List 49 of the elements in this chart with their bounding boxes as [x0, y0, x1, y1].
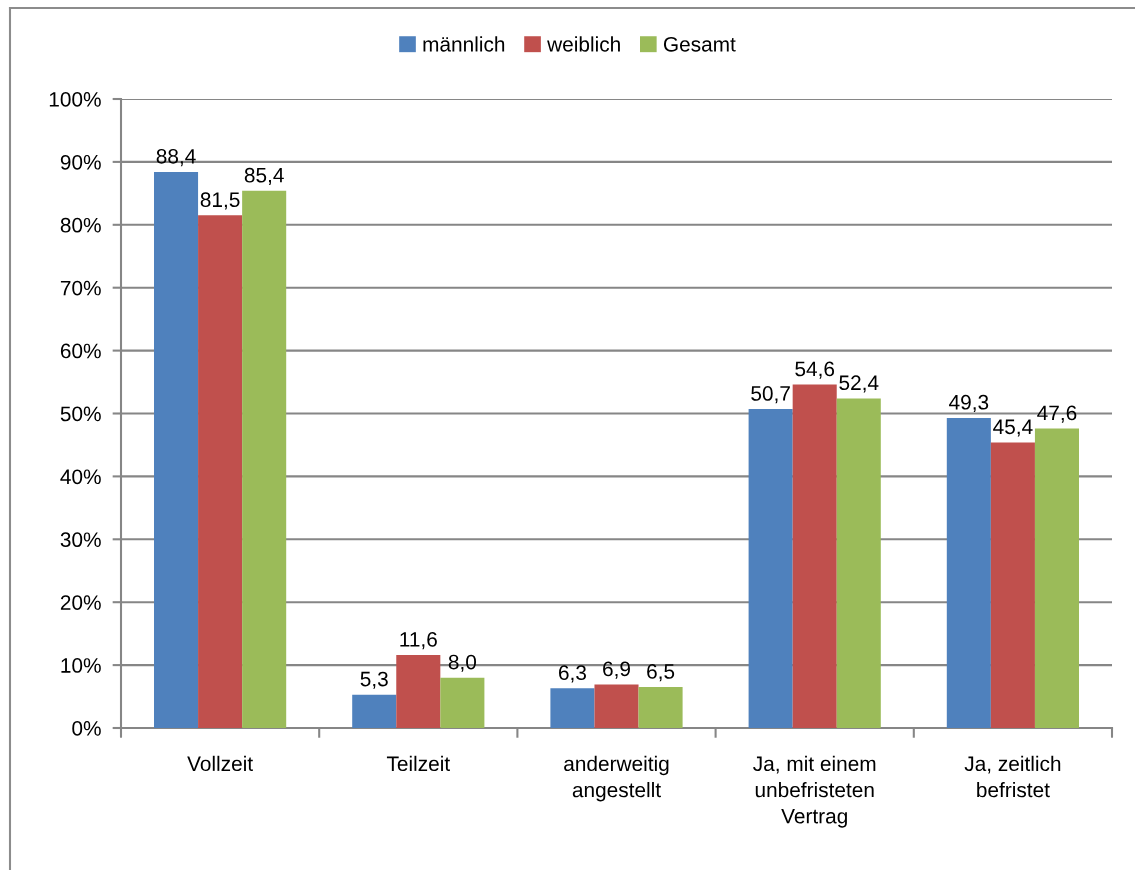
y-tick-label: 60%: [60, 343, 101, 359]
bar: [792, 384, 837, 728]
data-label: 85,4: [244, 167, 284, 186]
bar: [946, 417, 991, 728]
data-label: 52,4: [839, 375, 879, 393]
legend-label: Gesamt: [663, 36, 736, 52]
data-label: 45,4: [993, 419, 1033, 437]
data-label: 6,9: [603, 661, 630, 679]
y-tick-label: 80%: [60, 217, 101, 233]
bar: [638, 687, 683, 728]
bar: [748, 409, 793, 728]
legend-label: weiblich: [547, 36, 620, 52]
y-tick-label: 50%: [60, 406, 101, 422]
bar: [594, 684, 639, 728]
bar: [550, 688, 595, 728]
y-tick-label: 70%: [60, 280, 101, 296]
data-label: 88,4: [156, 148, 196, 167]
data-label: 6,3: [559, 665, 586, 683]
x-tick-label: Ja, mit einem unbefristeten Vertrag: [753, 755, 876, 828]
bar: [440, 677, 485, 728]
bar: [990, 442, 1035, 728]
data-label: 5,3: [360, 671, 388, 689]
data-label: 81,5: [200, 192, 240, 210]
x-tick-label: Teilzeit: [386, 755, 450, 772]
bar: [154, 171, 199, 728]
bar: [396, 655, 441, 728]
data-label: 49,3: [949, 394, 989, 413]
y-tick-label: 20%: [60, 595, 101, 610]
x-tick-label: anderweitig angestellt: [564, 755, 669, 802]
bar: [1034, 428, 1079, 728]
data-label: 8,0: [448, 654, 477, 672]
y-tick-label: 0%: [72, 721, 101, 736]
y-tick-label: 10%: [61, 658, 101, 673]
y-tick-label: 90%: [60, 154, 101, 170]
bar: [198, 215, 243, 728]
x-tick-label: Vollzeit: [187, 755, 253, 772]
y-tick-label: 40%: [60, 469, 101, 485]
data-label: 50,7: [751, 386, 790, 404]
bar: [836, 398, 881, 728]
legend-label: männlich: [423, 36, 505, 52]
data-label: 6,5: [647, 664, 675, 682]
x-tick-label: Ja, zeitlich befristet: [964, 755, 1061, 798]
bar: [352, 694, 397, 728]
y-tick-label: 30%: [60, 532, 101, 548]
data-label: 54,6: [795, 361, 835, 379]
y-tick-label: 100%: [49, 92, 101, 107]
data-label: 11,6: [400, 632, 437, 650]
data-label: 47,6: [1037, 405, 1077, 423]
bar: [242, 190, 287, 728]
